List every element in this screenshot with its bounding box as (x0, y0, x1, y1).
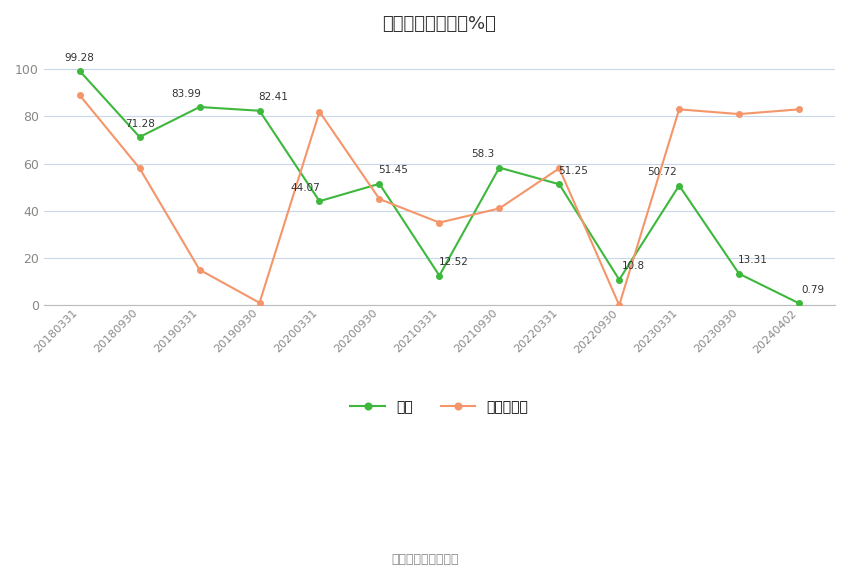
公司 (674, 182, 684, 189)
行业中位数 (254, 300, 264, 307)
行业中位数 (195, 266, 205, 273)
行业中位数 (75, 92, 85, 99)
行业中位数 (614, 302, 624, 309)
Text: 51.45: 51.45 (378, 165, 408, 176)
公司 (195, 103, 205, 110)
行业中位数 (314, 108, 325, 115)
Text: 10.8: 10.8 (621, 261, 644, 272)
公司 (734, 270, 745, 277)
公司 (794, 300, 804, 307)
Text: 82.41: 82.41 (258, 92, 288, 102)
Line: 公司: 公司 (76, 68, 802, 306)
公司 (614, 276, 624, 283)
行业中位数 (794, 106, 804, 113)
Text: 数据来源：恒生聚源: 数据来源：恒生聚源 (391, 553, 459, 565)
行业中位数 (494, 205, 504, 212)
公司 (494, 164, 504, 171)
Text: 58.3: 58.3 (471, 149, 494, 160)
公司 (374, 180, 384, 187)
Line: 行业中位数: 行业中位数 (76, 92, 802, 308)
行业中位数 (434, 219, 445, 226)
Legend: 公司, 行业中位数: 公司, 行业中位数 (345, 395, 534, 420)
Text: 44.07: 44.07 (291, 183, 320, 193)
Text: 83.99: 83.99 (171, 89, 201, 99)
公司 (134, 134, 145, 141)
公司 (254, 107, 264, 114)
公司 (314, 198, 325, 205)
行业中位数 (734, 111, 745, 118)
公司 (434, 272, 445, 279)
Text: 51.25: 51.25 (558, 166, 588, 176)
Text: 12.52: 12.52 (439, 257, 468, 267)
行业中位数 (134, 165, 145, 172)
行业中位数 (554, 165, 564, 172)
Text: 50.72: 50.72 (648, 167, 677, 177)
公司 (75, 68, 85, 75)
Text: 99.28: 99.28 (65, 53, 94, 63)
Text: 71.28: 71.28 (125, 119, 155, 129)
Text: 13.31: 13.31 (738, 255, 768, 265)
Title: 市销率历史分位（%）: 市销率历史分位（%） (382, 15, 496, 33)
Text: 0.79: 0.79 (802, 285, 824, 295)
行业中位数 (374, 196, 384, 203)
行业中位数 (674, 106, 684, 113)
公司 (554, 181, 564, 188)
